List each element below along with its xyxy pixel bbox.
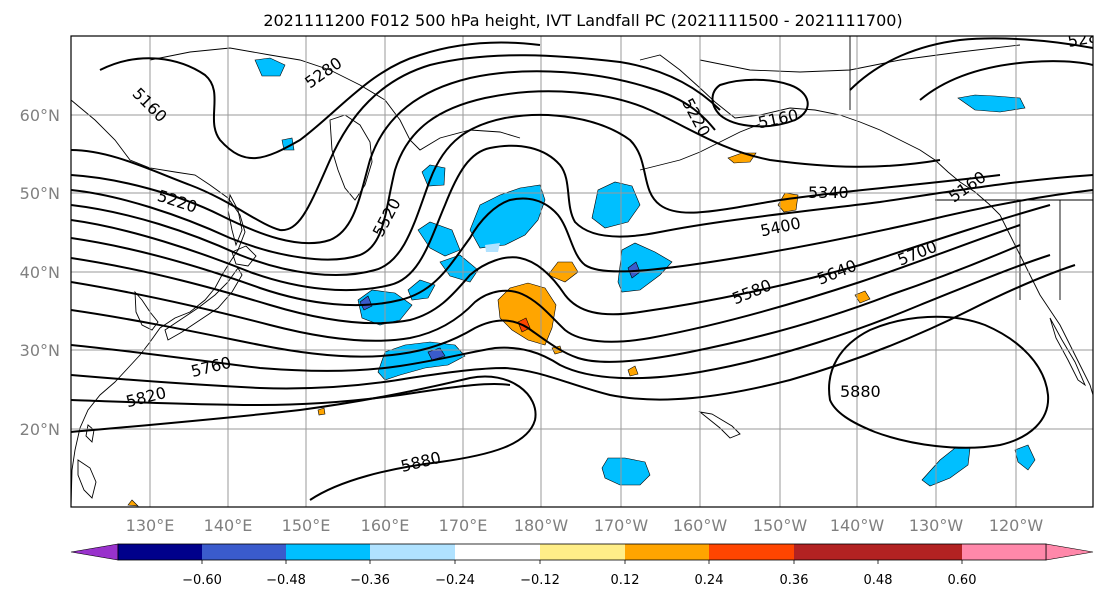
- hawaii: [698, 411, 741, 439]
- lon-label: 150°E: [282, 516, 331, 535]
- colorbar-tick-label: 0.48: [864, 573, 893, 588]
- colorbar-extend-right: [1045, 543, 1094, 561]
- colorbar-segment: [878, 544, 962, 560]
- contour-line: [71, 204, 1051, 325]
- contour-line: [71, 113, 1001, 276]
- contour-line: [71, 244, 1021, 363]
- philippines: [77, 459, 97, 499]
- lat-label: 40°N: [20, 263, 60, 282]
- neg-deep-1: [359, 295, 373, 311]
- map-area: 5160 5280 5220 5520 5340 5400 5580 5640 …: [71, 25, 1105, 507]
- contour-label: 5340: [808, 183, 849, 202]
- neg-patch-14: [1014, 444, 1036, 471]
- latitude-labels: 60°N 50°N 40°N 30°N 20°N: [20, 106, 60, 439]
- graticule: [71, 36, 1093, 507]
- lon-label: 140°E: [204, 516, 253, 535]
- neg-deep-3: [427, 347, 446, 361]
- lat-label: 20°N: [20, 420, 60, 439]
- colorbar-outline: [117, 543, 1047, 561]
- lon-label: 130°W: [909, 516, 964, 535]
- neg-patch-15: [281, 137, 295, 151]
- lon-label: 160°W: [673, 516, 728, 535]
- colorbar-segment: [540, 544, 625, 560]
- colorbar-tick-label: 0.36: [780, 573, 809, 588]
- colorbar-tick-label: −0.48: [266, 573, 306, 588]
- lon-label: 170°W: [594, 516, 649, 535]
- korea: [134, 290, 159, 331]
- baja: [1049, 317, 1087, 387]
- colorbar-tick-label: −0.60: [182, 573, 222, 588]
- contour-line: [71, 375, 537, 501]
- neg-patch-3: [617, 242, 673, 293]
- contour-line: [71, 383, 511, 407]
- contour-line: [99, 41, 541, 159]
- colorbar-extend-left: [70, 543, 119, 561]
- lat-label: 50°N: [20, 184, 60, 203]
- colorbar-segment: [625, 544, 709, 560]
- lon-label: 170°E: [439, 516, 488, 535]
- japan-hokkaido: [231, 245, 257, 267]
- figure-title: 2021111200 F012 500 hPa height, IVT Land…: [263, 11, 902, 30]
- neg-light-1: [485, 243, 500, 252]
- map-frame: [70, 35, 1094, 508]
- lon-label: 180°W: [514, 516, 569, 535]
- neg-patch-11: [957, 94, 1026, 113]
- lon-label: 130°E: [126, 516, 175, 535]
- pos-patch-5: [854, 290, 871, 304]
- contour-line: [711, 78, 809, 128]
- contour-line: [828, 315, 1050, 449]
- pos-patch-6: [127, 499, 139, 507]
- neg-patch-13: [254, 57, 286, 77]
- contour-line: [919, 60, 1093, 101]
- height-contours: [71, 37, 1093, 501]
- longitude-labels: 130°E 140°E 150°E 160°E 170°E 180°W 170°…: [126, 516, 1044, 535]
- colorbar-tick-label: −0.12: [520, 573, 560, 588]
- lon-label: 140°W: [830, 516, 885, 535]
- colorbar-tick-label: 0.60: [948, 573, 977, 588]
- contour-line: [71, 264, 1076, 401]
- contour-line: [71, 189, 1093, 307]
- contour-label: 5880: [840, 382, 881, 401]
- contour-line: [71, 90, 941, 261]
- colorbar-segment: [794, 544, 878, 560]
- colorbar: −0.60 −0.48 −0.36 −0.24 −0.12 0.12 0.24 …: [70, 543, 1094, 588]
- kamchatka: [329, 114, 373, 201]
- neg-patch-8: [377, 341, 466, 381]
- lon-label: 120°W: [989, 516, 1044, 535]
- neg-patch-10: [921, 447, 971, 487]
- colorbar-tick-label: −0.24: [435, 573, 475, 588]
- colorbar-segment: [709, 544, 794, 560]
- contour-line: [71, 254, 1051, 380]
- taiwan: [85, 424, 95, 443]
- colorbar-segment: [962, 544, 1046, 560]
- colorbar-segment: [286, 544, 370, 560]
- pos-patch-9: [317, 407, 326, 416]
- lon-label: 160°E: [361, 516, 410, 535]
- colorbar-tick-label: 0.12: [611, 573, 640, 588]
- colorbar-segment: [455, 544, 540, 560]
- neg-patch-12: [421, 164, 446, 187]
- lat-label: 30°N: [20, 341, 60, 360]
- lon-label: 150°W: [753, 516, 808, 535]
- colorbar-segment: [118, 544, 202, 560]
- contour-line: [71, 54, 721, 232]
- colorbar-tick-label: 0.24: [695, 573, 724, 588]
- contour-line: [71, 70, 716, 245]
- neg-patch-4: [417, 221, 461, 257]
- colorbar-segment: [370, 544, 455, 560]
- contour-line: [71, 144, 1093, 292]
- pos-patch-8: [627, 365, 639, 377]
- lat-label: 60°N: [20, 106, 60, 125]
- contour-line: [71, 224, 1021, 343]
- north-america-coast: [999, 214, 1093, 396]
- colorbar-ticks: [201, 560, 963, 564]
- contour-line: [849, 37, 1093, 91]
- colorbar-segment: [202, 544, 286, 560]
- colorbar-tick-label: −0.36: [350, 573, 390, 588]
- canada-border: [849, 36, 1093, 300]
- contour-label: 5280: [1066, 25, 1105, 51]
- neg-patch-9: [601, 457, 651, 486]
- ivt-negative-shading: [254, 57, 1036, 487]
